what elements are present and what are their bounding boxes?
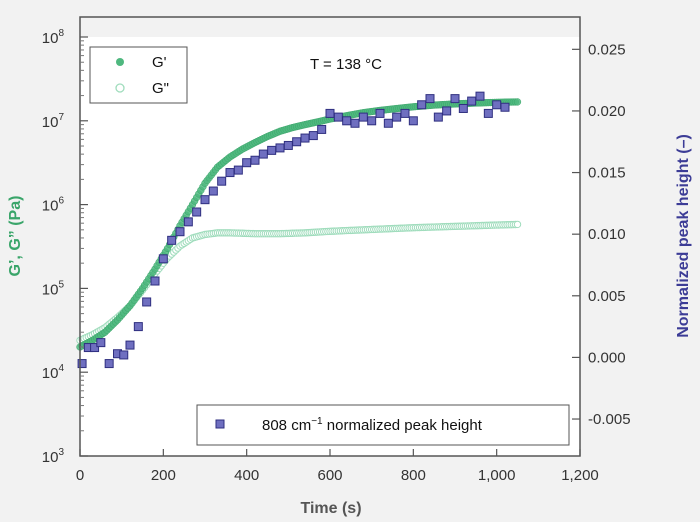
peak-point <box>467 96 477 106</box>
peak-point <box>483 108 493 118</box>
peak-point <box>350 118 360 128</box>
peak-point <box>292 137 302 147</box>
legend-bottom: 808 cm−1 normalized peak height <box>196 404 570 446</box>
peak-point <box>242 158 252 168</box>
peak-point <box>96 338 106 348</box>
temperature-annotation: T = 138 °C <box>310 56 382 73</box>
peak-point <box>167 235 177 245</box>
peak-point <box>400 108 410 118</box>
legend-gpp-label: G" <box>152 80 169 97</box>
peak-point <box>150 276 160 286</box>
peak-point <box>433 112 443 122</box>
legend-peak-sup: −1 <box>311 416 323 427</box>
peak-point <box>392 112 402 122</box>
peak-point <box>283 140 293 150</box>
peak-point <box>233 165 243 175</box>
peak-point <box>308 131 318 141</box>
peak-point <box>142 297 152 307</box>
y-right-tick-label: 0.010 <box>588 226 626 243</box>
x-tick-label: 800 <box>401 467 426 484</box>
y-left-tick-label: 105 <box>42 279 65 298</box>
peak-point <box>104 359 114 369</box>
legend-top: G' G" <box>89 46 188 104</box>
y-right-tick-label: 0.020 <box>588 103 626 120</box>
legend-peak-suffix: normalized peak height <box>323 417 483 434</box>
y-right-tick-label: -0.005 <box>588 411 631 428</box>
peak-point <box>175 227 185 237</box>
y-right-tick-label: 0.000 <box>588 349 626 366</box>
peak-point <box>300 133 310 143</box>
peak-point <box>342 116 352 126</box>
peak-point <box>358 112 368 122</box>
x-tick-label: 200 <box>151 467 176 484</box>
peak-point <box>492 100 502 110</box>
legend-bottom-box <box>196 404 570 446</box>
peak-point <box>383 118 393 128</box>
legend-peak-marker <box>215 419 225 429</box>
y-left-tick-label: 103 <box>42 447 65 466</box>
peak-point <box>450 94 460 104</box>
legend-top-box <box>89 46 188 104</box>
legend-peak-prefix: 808 cm <box>262 417 311 434</box>
x-axis-label: Time (s) <box>300 500 361 517</box>
peak-point <box>225 168 235 178</box>
peak-point <box>250 155 260 165</box>
y-right-tick-label: 0.015 <box>588 165 626 182</box>
peak-point <box>333 112 343 122</box>
peak-point <box>317 124 327 134</box>
peak-point <box>267 145 277 155</box>
y-left-tick-label: 104 <box>42 363 65 382</box>
peak-point <box>217 176 227 186</box>
legend-gpp-marker <box>115 83 125 93</box>
peak-point <box>192 207 202 217</box>
gpp-point <box>513 220 522 229</box>
y-left-axis-label: G’, G” (Pa) <box>7 196 24 277</box>
peak-point <box>200 195 210 205</box>
peak-point <box>258 149 268 159</box>
peak-point <box>500 102 510 112</box>
peak-point <box>458 103 468 113</box>
peak-point <box>442 106 452 116</box>
y-left-tick-label: 106 <box>42 196 65 215</box>
y-right-axis-label: Normalized peak height (–) <box>675 134 692 338</box>
peak-point <box>325 108 335 118</box>
peak-point <box>158 254 168 264</box>
peak-point <box>183 217 193 227</box>
x-tick-label: 600 <box>317 467 342 484</box>
legend-gp-marker <box>116 58 124 66</box>
x-tick-label: 1,200 <box>561 467 599 484</box>
x-tick-label: 0 <box>76 467 84 484</box>
peak-point <box>408 116 418 126</box>
y-right-tick-label: 0.005 <box>588 288 626 305</box>
y-right-tick-label: 0.025 <box>588 41 626 58</box>
peak-point <box>208 186 218 196</box>
x-tick-label: 400 <box>234 467 259 484</box>
gp-point <box>513 98 522 106</box>
peak-point <box>367 116 377 126</box>
y-left-tick-label: 107 <box>42 112 65 131</box>
y-left-tick-label: 108 <box>42 28 65 47</box>
peak-point <box>425 94 435 104</box>
x-tick-label: 1,000 <box>478 467 516 484</box>
peak-point <box>119 350 129 360</box>
legend-gp-label: G' <box>152 54 167 71</box>
peak-point <box>133 322 143 332</box>
peak-point <box>125 340 135 350</box>
peak-point <box>90 343 100 353</box>
peak-point <box>475 91 485 101</box>
peak-point <box>77 359 87 369</box>
peak-point <box>417 100 427 110</box>
legend-peak-label: 808 cm−1 normalized peak height <box>262 416 483 434</box>
peak-point <box>375 108 385 118</box>
peak-point <box>275 143 285 153</box>
